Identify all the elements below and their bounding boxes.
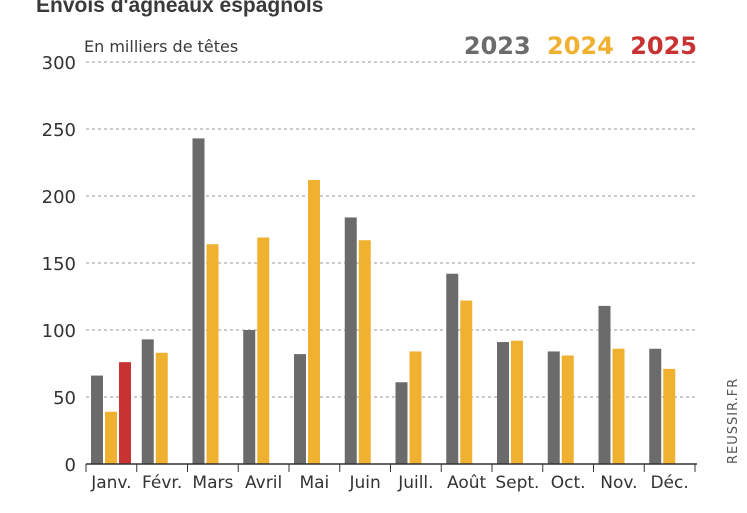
bar-2024-11 (663, 368, 676, 464)
bar-2023-11 (649, 348, 662, 464)
bar-2023-7 (446, 273, 459, 464)
y-tick-label: 250 (42, 120, 76, 141)
x-category-label: Janv. (90, 473, 131, 493)
bar-2023-0 (91, 375, 103, 464)
legend-2023: 2023 (464, 32, 531, 60)
bar-2024-0 (105, 411, 117, 464)
legend-2025: 2025 (630, 32, 697, 60)
bar-2023-10 (598, 305, 611, 464)
bar-2025-0 (119, 362, 131, 464)
bar-2024-9 (561, 355, 574, 464)
y-axis-ticks: 0 50 100 150 200 250 300 (42, 53, 76, 476)
bar-2023-2 (192, 138, 205, 464)
bar-2024-1 (155, 352, 168, 464)
y-tick-label: 200 (42, 187, 76, 208)
x-category-label: Avril (245, 473, 282, 493)
bar-2024-7 (460, 300, 473, 464)
source-label: REUSSIR.FR (726, 378, 741, 464)
x-category-label: Nov. (600, 473, 637, 493)
bar-2023-9 (547, 351, 560, 464)
x-category-label: Déc. (650, 473, 688, 493)
bar-2024-6 (409, 351, 422, 464)
x-axis-labels: Janv. Févr. Mars Avril Mai Juin Juill. Août Sept… (90, 473, 689, 493)
bar-2023-4 (294, 354, 306, 464)
x-category-label: Sept. (495, 473, 539, 493)
y-tick-label: 300 (42, 53, 76, 74)
x-category-label: Mars (192, 473, 233, 493)
bar-2024-2 (206, 244, 219, 464)
x-category-label: Févr. (142, 473, 182, 493)
y-tick-label: 150 (42, 254, 76, 275)
bar-2023-1 (141, 339, 154, 464)
bar-2023-8 (497, 342, 509, 464)
chart-title: Envois d'agneaux espagnols (36, 0, 323, 17)
bar-2024-4 (308, 179, 320, 465)
x-category-label: Juill. (397, 473, 433, 493)
y-tick-label: 50 (53, 388, 76, 409)
x-category-label: Juin (348, 473, 380, 493)
bar-2024-8 (511, 340, 523, 464)
bar-2023-5 (344, 217, 357, 464)
unit-label: En milliers de têtes (84, 37, 238, 56)
x-category-label: Mai (299, 473, 329, 493)
bars (91, 138, 676, 465)
bar-2024-3 (257, 237, 270, 464)
y-tick-label: 100 (42, 321, 76, 342)
legend: 2023 2024 2025 (464, 32, 697, 60)
x-category-label: Oct. (551, 473, 586, 493)
y-tick-label: 0 (65, 455, 76, 476)
x-axis (85, 463, 697, 472)
bar-2023-3 (243, 330, 256, 464)
bar-2024-5 (358, 240, 371, 464)
bar-2024-10 (612, 348, 625, 464)
legend-2024: 2024 (547, 32, 614, 60)
x-category-label: Août (447, 473, 487, 493)
bar-2023-6 (395, 382, 408, 464)
